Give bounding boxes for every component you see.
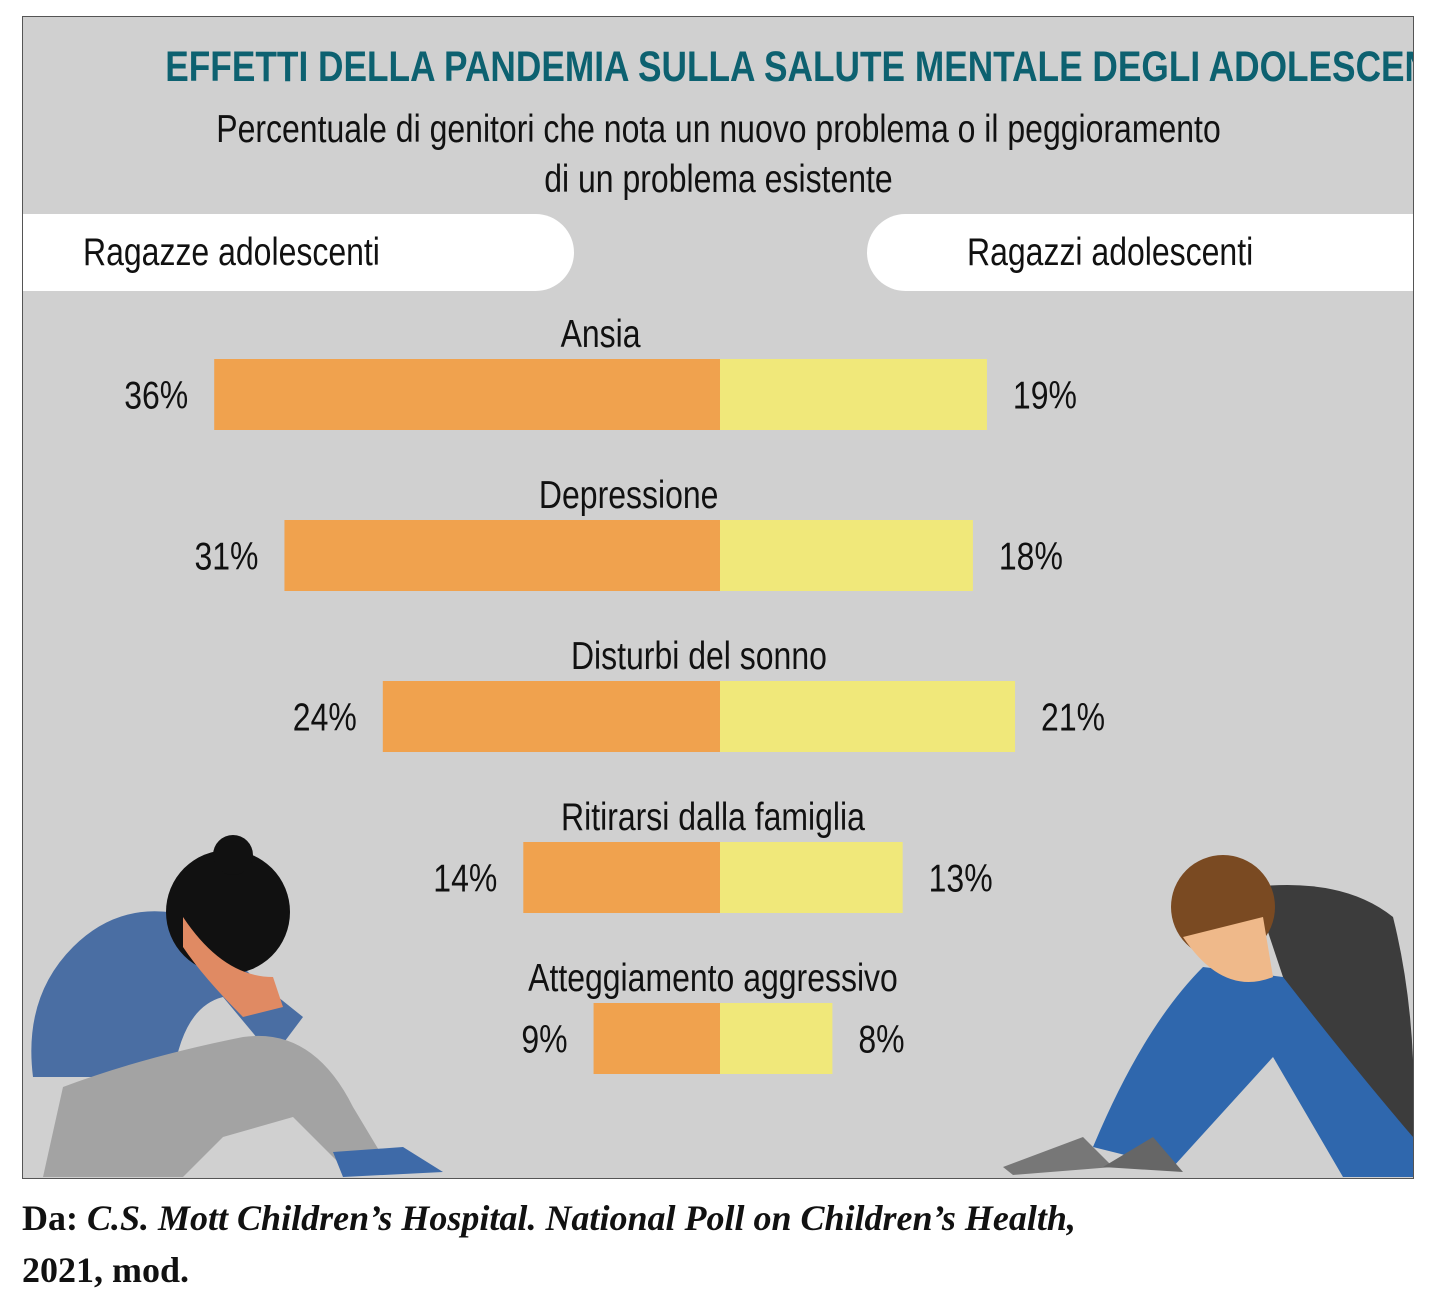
value-label-girls: 36%: [124, 374, 188, 418]
category-label: Disturbi del sonno: [571, 634, 827, 678]
chart-subtitle: Percentuale di genitori che nota un nuov…: [215, 108, 1221, 201]
source-suffix: 2021, mod.: [22, 1250, 190, 1290]
girl-illustration: [31, 835, 443, 1177]
value-label-girls: 24%: [293, 696, 357, 740]
bar-boys: [720, 1003, 833, 1074]
value-label-boys: 13%: [929, 857, 993, 901]
legend-boys: Ragazzi adolescenti: [867, 214, 1413, 291]
bar-boys: [720, 520, 973, 591]
value-label-boys: 19%: [1013, 374, 1077, 418]
chart-title: EFFETTI DELLA PANDEMIA SULLA SALUTE MENT…: [165, 43, 1414, 91]
boy-illustration: [1003, 855, 1413, 1177]
category-label: Ritirarsi dalla famiglia: [561, 795, 865, 839]
value-label-girls: 31%: [194, 535, 258, 579]
bar-girls: [214, 359, 720, 430]
bar-girls: [523, 842, 720, 913]
source-prefix: Da:: [22, 1198, 78, 1238]
source-note: Da: C.S. Mott Children’s Hospital. Natio…: [22, 1192, 1414, 1296]
infographic-panel: EFFETTI DELLA PANDEMIA SULLA SALUTE MENT…: [22, 16, 1414, 1179]
value-label-boys: 18%: [999, 535, 1063, 579]
value-label-boys: 8%: [858, 1018, 904, 1062]
category-label: Ansia: [561, 312, 641, 356]
legend-girls: Ragazze adolescenti: [23, 214, 574, 291]
bar-girls: [284, 520, 720, 591]
value-label-girls: 14%: [433, 857, 497, 901]
value-label-boys: 21%: [1041, 696, 1105, 740]
source-citation: C.S. Mott Children’s Hospital. National …: [87, 1198, 1076, 1238]
bar-boys: [720, 842, 903, 913]
chart-area: Ansia 36% 19% Depressione 31% 18% Disturbi del…: [31, 312, 1413, 1177]
value-label-girls: 9%: [521, 1018, 567, 1062]
bar-boys: [720, 681, 1016, 752]
bar-girls: [593, 1003, 720, 1074]
bar-girls: [382, 681, 720, 752]
category-label: Depressione: [539, 473, 719, 517]
bar-boys: [720, 359, 987, 430]
category-label: Atteggiamento aggressivo: [528, 956, 898, 1000]
